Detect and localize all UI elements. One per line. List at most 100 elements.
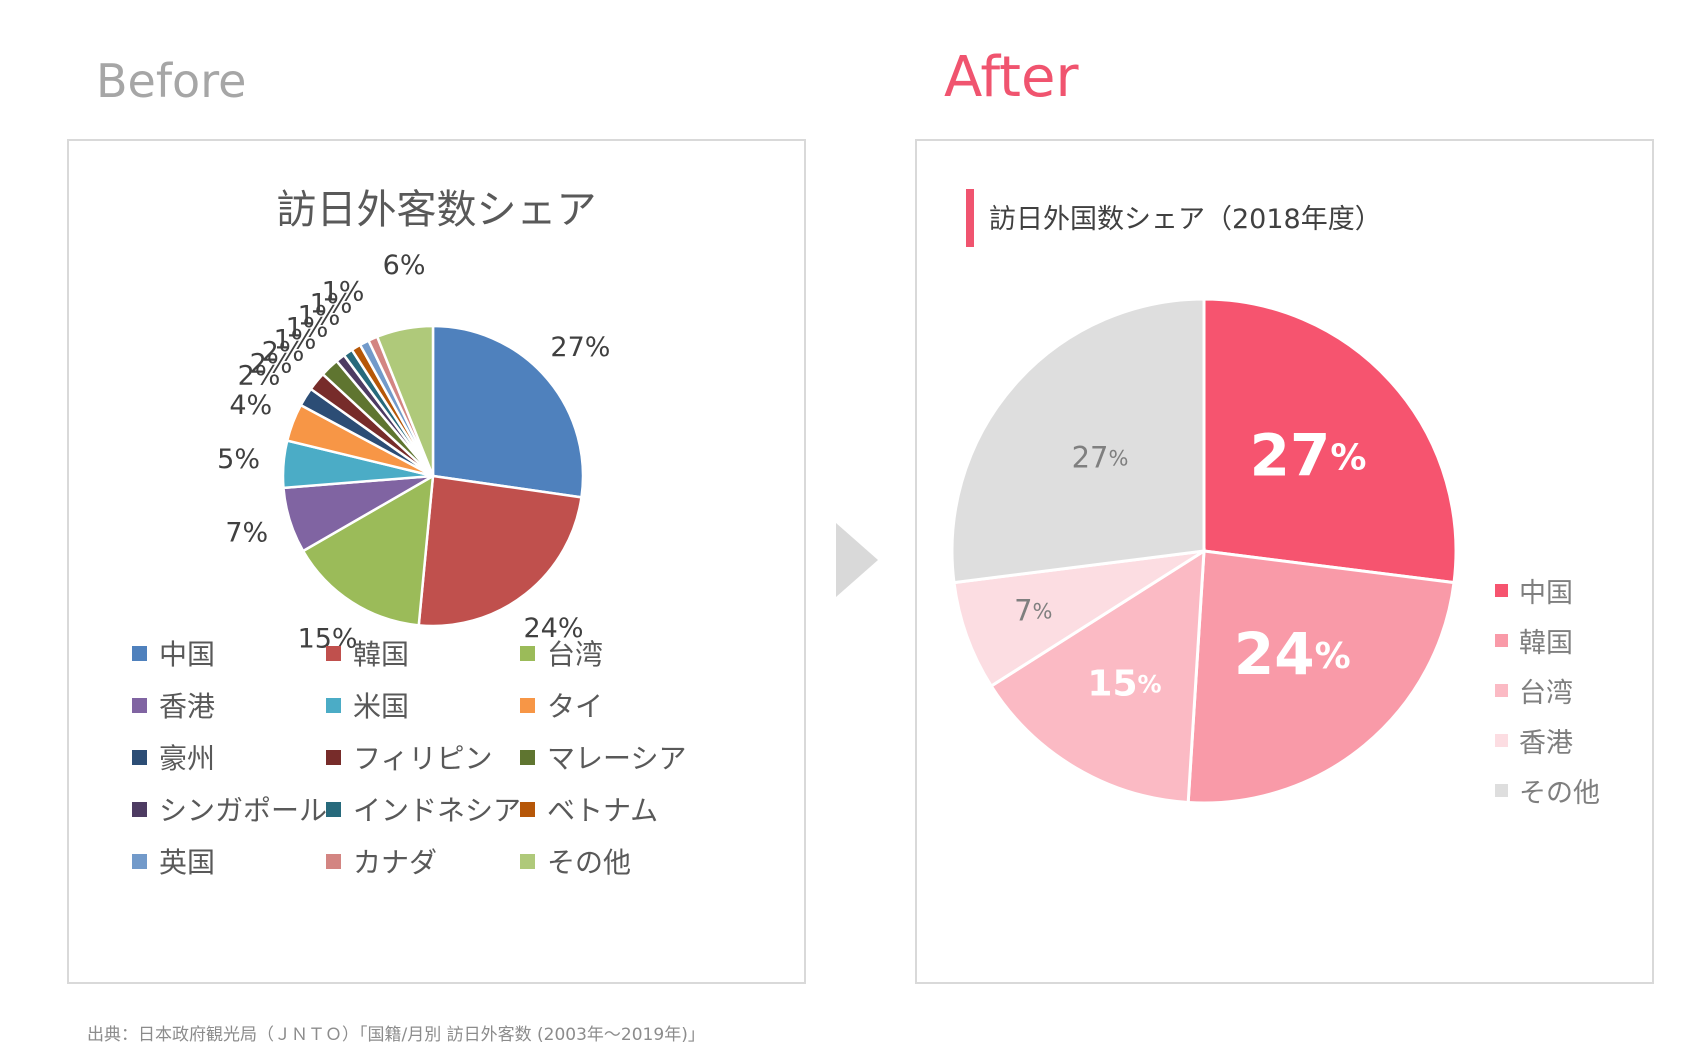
after-legend-swatch [1495, 584, 1508, 597]
after-legend-label: 台湾 [1519, 678, 1573, 709]
before-pie-slices [281, 324, 585, 628]
before-legend-label: 韓国 [353, 638, 410, 671]
before-data-labels: 27%24%15%7%5%4%2%2%2%1%1%1%1%1%6% [217, 250, 610, 655]
before-legend-swatch [132, 697, 147, 713]
before-legend-swatch [326, 801, 341, 817]
after-legend-item: 韓国 [1495, 621, 1573, 660]
before-data-label-12: 1% [298, 301, 341, 332]
before-legend-swatch [326, 853, 341, 869]
before-legend-item: 香港 [132, 685, 215, 725]
before-legend-label: 香港 [159, 690, 216, 723]
after-legend-item: その他 [1495, 771, 1600, 810]
before-slice-3 [301, 473, 435, 627]
after-heading: After [944, 45, 1079, 110]
after-legend-label: その他 [1519, 778, 1600, 809]
before-slice-15 [375, 324, 435, 477]
before-legend-item: 豪州 [132, 737, 215, 777]
before-legend-item: インドネシア [326, 789, 521, 829]
before-data-label-8: 2% [250, 349, 293, 380]
after-slice-3 [989, 548, 1206, 805]
before-legend-label: シンガポール [159, 794, 328, 827]
after-legend-swatch [1495, 784, 1508, 797]
before-data-label-13: 1% [310, 289, 353, 320]
after-legend-item: 中国 [1495, 571, 1573, 610]
before-data-label-7: 2% [238, 361, 281, 392]
after-legend-item: 台湾 [1495, 671, 1573, 710]
before-legend-swatch [520, 697, 535, 713]
before-legend-swatch [132, 801, 147, 817]
before-legend-label: 英国 [159, 846, 216, 879]
before-legend-label: 台湾 [547, 638, 604, 671]
after-legend-item: 香港 [1495, 721, 1573, 760]
before-legend-swatch [132, 749, 147, 765]
after-data-label-4: 7% [1014, 594, 1052, 628]
before-legend-item: マレーシア [520, 737, 686, 777]
after-legend-label: 香港 [1519, 728, 1573, 759]
before-data-label-10: 1% [274, 325, 317, 356]
before-data-label-6: 4% [229, 390, 272, 421]
before-legend-item: ベトナム [520, 789, 658, 829]
before-legend-label: 豪州 [159, 742, 216, 775]
before-legend-swatch [520, 801, 535, 817]
before-legend-label: インドネシア [353, 794, 522, 827]
before-legend-item: カナダ [326, 841, 437, 881]
after-legend-swatch [1495, 684, 1508, 697]
before-slice-1 [431, 324, 585, 499]
after-data-label-5: 27% [1072, 440, 1129, 474]
before-legend-swatch [520, 853, 535, 869]
before-legend-swatch [326, 697, 341, 713]
after-legend-swatch [1495, 734, 1508, 747]
after-data-label-3: 15% [1087, 664, 1161, 705]
before-legend-label: カナダ [353, 846, 438, 879]
before-legend-item: 米国 [326, 685, 409, 725]
before-data-label-15: 6% [383, 250, 426, 281]
before-legend-item: 英国 [132, 841, 215, 881]
after-legend-swatch [1495, 634, 1508, 647]
before-legend-label: 米国 [353, 690, 410, 723]
before-legend-label: ベトナム [547, 794, 659, 827]
before-legend-swatch [326, 749, 341, 765]
before-legend-label: タイ [547, 690, 604, 723]
before-legend-swatch [132, 853, 147, 869]
after-slice-5 [950, 297, 1206, 585]
arrow-right-icon [836, 523, 878, 597]
after-data-label-1: 27% [1250, 421, 1367, 489]
before-data-label-2: 24% [523, 613, 583, 644]
after-data-labels: 27% 24% 15% 7% 27% [1014, 421, 1366, 704]
after-title-accent-bar [966, 189, 974, 247]
after-slice-1 [1202, 297, 1458, 585]
before-legend-swatch [132, 645, 147, 661]
before-legend-item: シンガポール [132, 789, 327, 829]
before-legend-label: その他 [547, 846, 632, 879]
before-data-label-11: 1% [286, 313, 329, 344]
before-legend-item: フィリピン [326, 737, 492, 777]
before-legend-label: マレーシア [547, 742, 687, 775]
before-legend-swatch [326, 645, 341, 661]
after-data-label-2: 24% [1234, 620, 1351, 688]
before-data-label-1: 27% [550, 332, 610, 363]
before-pie-chart: 27%24%15%7%5%4%2%2%2%1%1%1%1%1%6% [217, 250, 610, 655]
before-legend-item: 韓国 [326, 633, 409, 673]
source-note: 出典：日本政府観光局（ＪＮＴＯ）「国籍/月別 訪日外客数 (2003年～2019… [87, 1025, 705, 1045]
after-chart-title: 訪日外国数シェア（2018年度） [989, 204, 1382, 235]
before-data-label-9: 2% [262, 337, 305, 368]
after-slice-2 [1186, 549, 1456, 805]
before-legend-swatch [520, 749, 535, 765]
before-heading: Before [96, 54, 247, 108]
after-chart-panel: 訪日外国数シェア（2018年度） 27% 24% 15% 7% 27% 中国韓国台湾香港… [915, 139, 1654, 984]
before-legend-label: 中国 [159, 638, 216, 671]
before-chart-title: 訪日外客数シェア [276, 187, 597, 233]
after-legend-label: 韓国 [1519, 628, 1573, 659]
before-legend-item: その他 [520, 841, 631, 881]
before-legend-item: 中国 [132, 633, 215, 673]
before-chart-panel: 訪日外客数シェア 27% 24% 15% 7% 5% 4% 2% 2% 2% 1% 1% 1% 1% 1%… [67, 139, 806, 984]
before-data-label-14: 1% [322, 277, 365, 308]
before-legend-item: タイ [520, 685, 603, 725]
before-data-label-4: 7% [225, 517, 268, 548]
before-slice-2 [417, 474, 583, 628]
before-legend-item: 台湾 [520, 633, 603, 673]
after-legend-label: 中国 [1519, 578, 1573, 609]
before-legend-swatch [520, 645, 535, 661]
after-pie-slices [950, 297, 1458, 805]
after-slice-4 [952, 549, 1205, 689]
